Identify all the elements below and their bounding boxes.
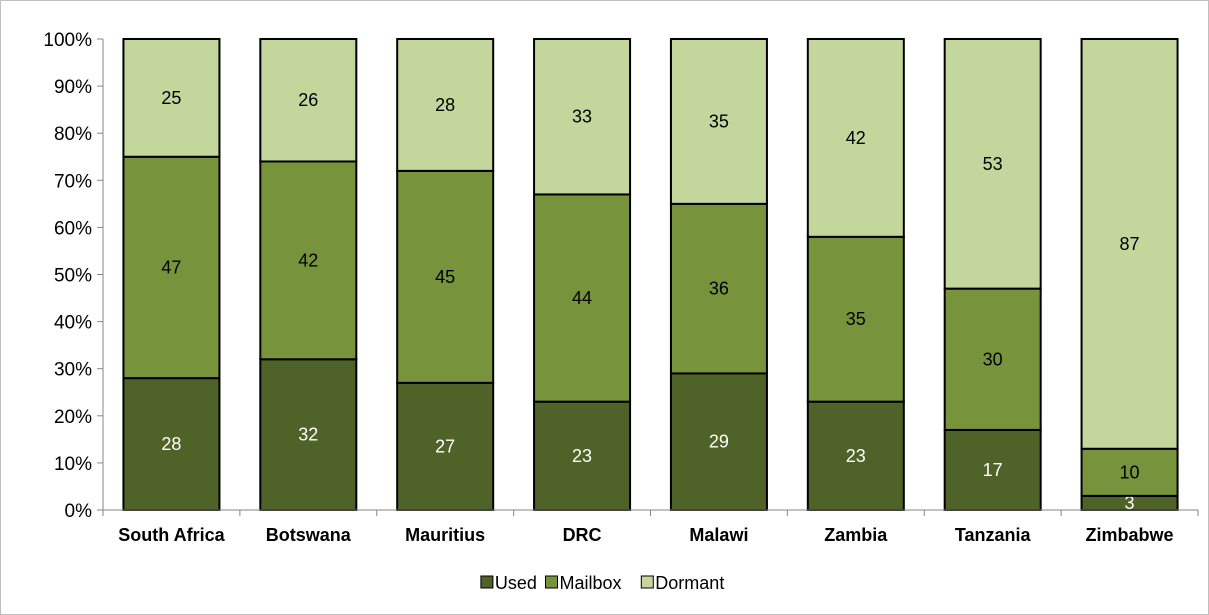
- y-tick-label: 50%: [54, 266, 92, 287]
- bar-segment-mailbox: [1080, 447, 1179, 497]
- y-tick-label: 0%: [65, 501, 93, 522]
- data-label: 36: [709, 279, 729, 299]
- data-label: 42: [846, 128, 866, 148]
- data-label: 27: [435, 436, 455, 456]
- bar-segment-used: [533, 400, 632, 512]
- x-tick-label: South Africa: [118, 525, 225, 545]
- legend-swatch-mailbox: [545, 575, 558, 589]
- bar-segment-used: [396, 381, 495, 511]
- x-tick-label: Tanzania: [955, 525, 1032, 545]
- x-tick-label: Mauritius: [405, 525, 485, 545]
- data-label: 28: [161, 434, 181, 454]
- y-tick-label: 40%: [54, 313, 92, 334]
- data-label: 35: [846, 309, 866, 329]
- data-label: 28: [435, 95, 455, 115]
- data-label: 25: [161, 88, 181, 108]
- bar-segment-mailbox: [396, 169, 495, 384]
- data-label: 29: [709, 432, 729, 452]
- bar-segment-dormant: [396, 38, 495, 172]
- legend-swatch-used: [480, 575, 494, 589]
- bar-segment-dormant: [259, 38, 358, 163]
- data-label: 87: [1120, 234, 1140, 254]
- data-label: 33: [572, 107, 592, 127]
- y-tick-label: 80%: [54, 124, 92, 145]
- y-tick-label: 30%: [54, 360, 92, 381]
- y-tick-label: 70%: [54, 171, 92, 192]
- bar-segment-mailbox: [259, 160, 358, 361]
- bar-segment-used: [943, 428, 1042, 511]
- bar-segment-mailbox: [533, 193, 632, 403]
- data-label: 35: [709, 111, 729, 131]
- data-label: 42: [298, 250, 318, 270]
- data-label: 30: [983, 349, 1003, 369]
- bar-segment-dormant: [1080, 38, 1179, 450]
- x-tick-label: Botswana: [266, 525, 352, 545]
- x-axis: South Africa Botswana Mauritius DRC Malawi Za…: [102, 509, 1199, 545]
- x-tick-label: Zambia: [824, 525, 888, 545]
- data-label: 3: [1125, 493, 1135, 513]
- data-label: 47: [161, 257, 181, 277]
- x-tick-label: Malawi: [689, 525, 748, 545]
- y-tick-label: 90%: [54, 77, 92, 98]
- data-label: 32: [298, 425, 318, 445]
- data-label: 53: [983, 154, 1003, 174]
- y-axis: 0% 10% 20% 30% 40% 50% 60% 70% 80% 90% 100%: [43, 30, 104, 522]
- y-tick-label: 10%: [54, 454, 92, 475]
- data-label: 26: [298, 90, 318, 110]
- bar-segment-dormant: [943, 38, 1042, 290]
- x-tick-label: Zimbabwe: [1086, 525, 1174, 545]
- bar-segment-mailbox: [806, 235, 905, 403]
- legend-label-mailbox: Mailbox: [560, 573, 622, 593]
- y-tick-label: 100%: [43, 30, 92, 51]
- bar-segment-dormant: [122, 38, 221, 158]
- legend-label-dormant: Dormant: [655, 573, 724, 593]
- bar-segment-used: [122, 377, 221, 511]
- bars: 28 47 25 32 42 26 27 45 28 23 44 33 29 36 35 23 35 42 17 30…: [122, 38, 1179, 513]
- bar-segment-used: [806, 400, 905, 512]
- data-label: 44: [572, 288, 592, 308]
- data-label: 23: [572, 446, 592, 466]
- legend: Used Mailbox Dormant: [480, 573, 724, 593]
- y-tick-label: 20%: [54, 407, 92, 428]
- bar-segment-dormant: [669, 38, 768, 205]
- y-tick-label: 60%: [54, 218, 92, 239]
- data-label: 10: [1120, 462, 1140, 482]
- data-label: 17: [983, 460, 1003, 480]
- x-tick-label: DRC: [563, 525, 602, 545]
- legend-swatch-dormant: [640, 575, 654, 589]
- bar-segment-mailbox: [669, 202, 768, 375]
- bar-segment-dormant: [806, 38, 905, 238]
- data-label: 45: [435, 267, 455, 287]
- bar-segment-dormant: [533, 38, 632, 196]
- legend-label-used: Used: [495, 573, 537, 593]
- data-label: 23: [846, 446, 866, 466]
